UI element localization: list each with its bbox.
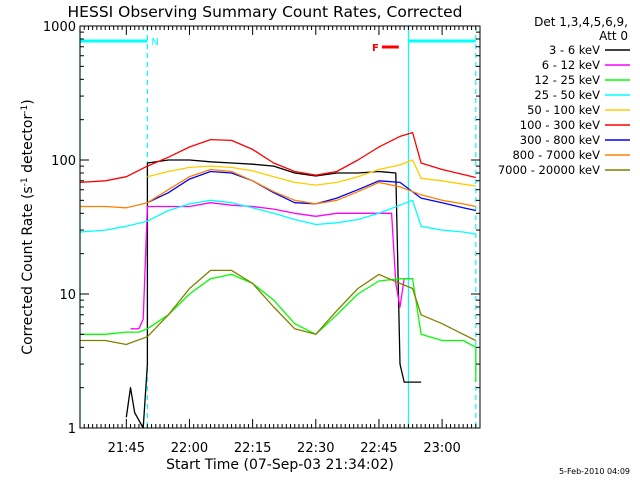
y-tick-label: 1000 xyxy=(43,20,76,35)
series-line-3-6-kev xyxy=(125,159,422,429)
legend-label: 300 - 800 keV xyxy=(520,133,600,147)
y-axis-label: Corrected Count Rate (s-1 detector-1) xyxy=(20,99,36,354)
y-axis-label-end: ) xyxy=(20,99,36,104)
x-tick-label: 22:45 xyxy=(360,441,397,456)
x-tick-label: 22:15 xyxy=(234,441,271,456)
legend-label: 25 - 50 keV xyxy=(534,88,600,102)
y-axis-label-mid: detector xyxy=(20,114,36,178)
series-layer xyxy=(79,131,477,429)
x-axis: 21:45 22:00 22:15 22:30 22:45 23:00 xyxy=(83,26,477,456)
x-tick-label: 22:00 xyxy=(171,441,208,456)
night-flare-overlay: NF xyxy=(80,37,476,54)
x-tick-label: 23:00 xyxy=(423,441,460,456)
series-line-50-100-kev xyxy=(147,159,476,187)
plot-frame xyxy=(79,25,481,429)
y-axis-label-main: Corrected Count Rate (s xyxy=(20,186,36,354)
series-line-100-300-kev xyxy=(79,131,476,184)
legend-label: 800 - 7000 keV xyxy=(512,148,600,162)
y-tick-label: 1 xyxy=(68,422,76,437)
legend-label: 7000 - 20000 keV xyxy=(498,163,600,177)
x-axis-label: Start Time (07-Sep-03 21:34:02) xyxy=(166,457,394,473)
legend-label: 12 - 25 keV xyxy=(534,73,600,87)
y-axis-label-sup2: -1 xyxy=(20,105,30,114)
y-tick-label: 100 xyxy=(51,154,76,169)
legend-label: 50 - 100 keV xyxy=(527,103,600,117)
series-line-12-25-kev xyxy=(80,273,477,383)
night-label: N xyxy=(151,37,158,48)
legend-label: 100 - 300 keV xyxy=(520,118,600,132)
series-line-6-12-kev xyxy=(130,202,413,330)
y-tick-label: 10 xyxy=(59,288,76,303)
flare-label: F xyxy=(372,43,379,54)
y-axis-label-sup1: -1 xyxy=(20,177,30,186)
series-line-7000-20000-kev xyxy=(80,269,477,346)
series-line-25-50-kev xyxy=(79,199,476,235)
plot-area: NF xyxy=(79,26,477,429)
series-line-800-7000-kev xyxy=(80,168,476,209)
legend-label: 3 - 6 keV xyxy=(549,43,600,57)
legend-label: 6 - 12 keV xyxy=(542,58,600,72)
x-tick-label: 22:30 xyxy=(297,441,334,456)
legend-header-line-2: Att 0 xyxy=(599,29,628,43)
legend-header-line-1: Det 1,3,4,5,6,9, xyxy=(534,15,628,29)
footer-date: 5-Feb-2010 04:09 xyxy=(559,467,630,476)
chart-title: HESSI Observing Summary Count Rates, Cor… xyxy=(68,3,463,21)
y-axis: 1 10 100 1000 xyxy=(43,20,480,437)
x-tick-label: 21:45 xyxy=(108,441,145,456)
